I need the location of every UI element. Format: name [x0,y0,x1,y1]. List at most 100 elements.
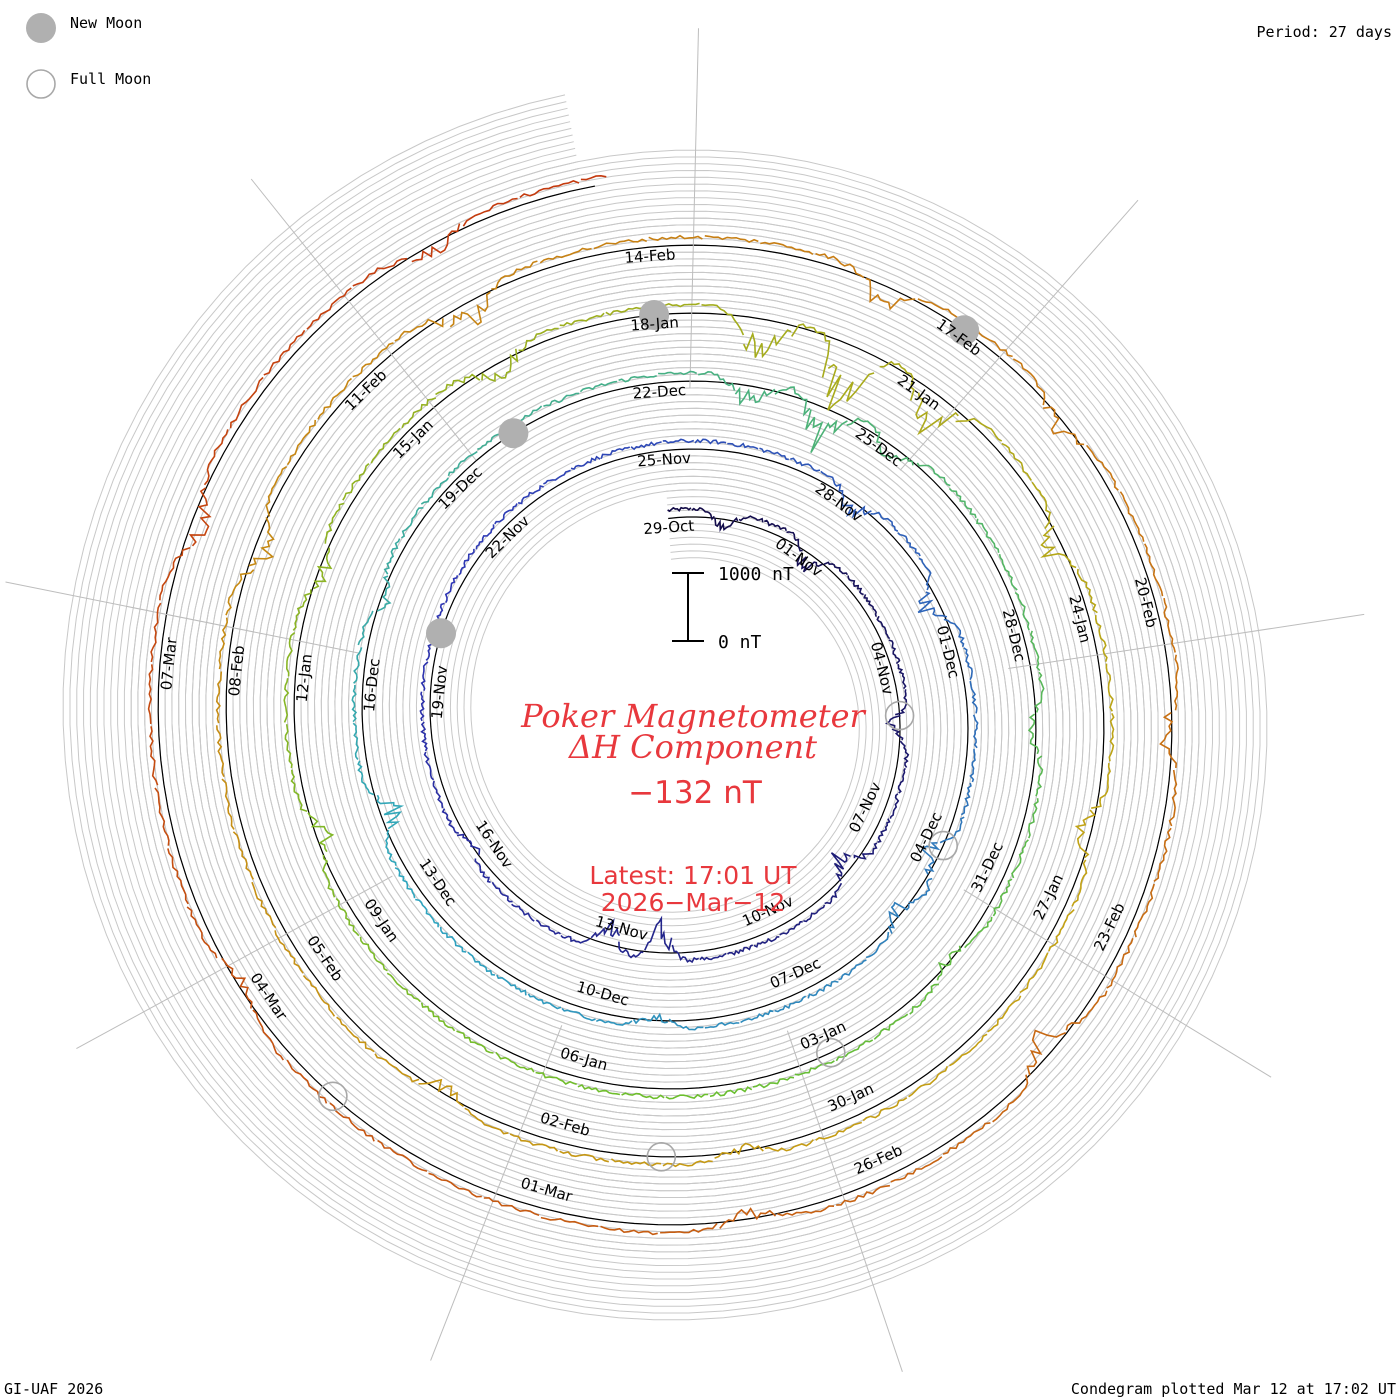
trace-segment [496,974,527,996]
trace-segment [699,952,727,961]
trace-segment [805,409,848,454]
grid-spiral [123,154,1207,1260]
trace-segment [150,602,162,663]
trace-segment [1153,827,1172,883]
trace-segment [870,511,899,532]
date-tick-label: 06-Jan [558,1044,610,1075]
trace-segment [543,469,571,485]
trace-segment [600,446,631,459]
date-tick-label: 22-Dec [632,381,687,403]
trace-segment [648,234,703,241]
trace-segment [265,466,288,517]
trace-segment [590,918,621,939]
trace-segment [1159,711,1178,768]
trace-segment [232,831,255,880]
date-tick-label: 12-Jan [293,653,316,703]
trace-segment [1031,481,1052,530]
trace-segment [786,531,803,552]
trace-segment [738,515,764,523]
trace-segment [890,1156,943,1183]
trace-segment [449,291,491,328]
trace-segment [1034,671,1045,713]
trace-segment [704,1021,740,1029]
trace-segment [1012,358,1046,406]
trace-segment [1028,798,1039,839]
trace-segment [610,1158,662,1167]
trace-segment [830,852,851,882]
trace-segment [727,944,754,956]
trace-segment [908,877,933,904]
trace-segment [464,1107,509,1135]
trace-segment [415,898,439,928]
day-spoke [250,178,477,461]
trace-segment [709,1086,753,1098]
trace-segment [559,1150,609,1163]
moon-markers [318,300,980,1172]
trace-segment [491,260,538,290]
trace-segment [1091,763,1111,809]
trace-segment [335,897,360,937]
date-tick-label: 05-Feb [303,932,346,984]
trace-segment [671,944,700,964]
trace-segment [1143,543,1164,597]
trace-segment [790,457,821,472]
date-tick-label: 07-Mar [157,636,181,691]
trace-segment [444,575,459,603]
trace-segment [1035,755,1044,797]
trace-segment [441,808,460,834]
trace-segment [535,919,561,935]
trace-segment [618,374,657,383]
full-moon-marker [884,700,915,731]
trace-segment [352,257,408,287]
trace-segment [411,223,461,263]
trace-segment [865,277,916,311]
trace-segment [618,941,644,959]
trace-segment [763,519,787,532]
trace-segment [286,419,316,466]
period-label: Period: 27 days [1256,23,1392,41]
trace-segment [283,678,290,723]
trace-segment [1108,712,1115,762]
trace-segment [691,506,715,521]
trace-segment [1011,839,1029,879]
new-moon-legend-label: New Moon [70,14,143,32]
new-moon-marker [949,315,980,346]
trace-segment [633,1012,668,1025]
trace-segment [853,842,878,860]
trace-segment [1030,630,1041,672]
trace-segment [764,1139,814,1152]
trace-segment [203,429,229,486]
current-value: −132 nT [628,775,763,811]
trace-segment [600,1225,658,1236]
trace-segment [559,312,605,327]
trace-segment [357,610,374,646]
grid-spiral [69,101,1261,1314]
trace-segment [306,287,352,330]
trace-segment [539,247,592,264]
trace-segment [1095,615,1108,662]
trace-segment [987,995,1022,1033]
trace-segment [879,445,914,466]
trace-segment [352,342,394,378]
trace-segment [1105,663,1114,712]
latest-date: 2026−Mar−12 [601,888,786,917]
trace-segment [560,934,590,944]
trace-segment [662,438,695,444]
trace-segment [917,591,948,618]
trace-segment [873,1013,909,1040]
trace-segment [474,858,491,883]
trace-segment [483,1197,540,1217]
date-tick-label: 16-Dec [360,658,383,713]
trace-segment [803,904,826,923]
trace-segment [313,547,333,590]
trace-segment [1071,859,1088,907]
trace-segment [897,664,907,690]
trace-segment [1048,909,1075,952]
grid-spiral [110,141,1220,1273]
date-tick-label: 31-Dec [967,839,1007,895]
trace-segment [823,561,849,576]
trace-segment [976,518,1000,553]
trace-segment [481,348,519,382]
trace-segment [401,397,437,429]
